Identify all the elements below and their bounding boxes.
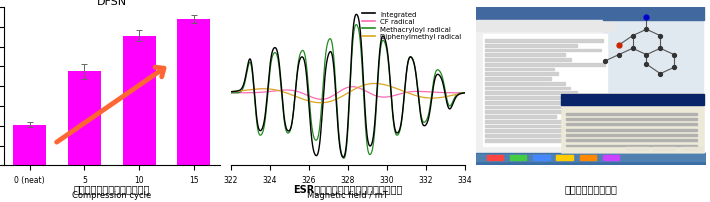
- Bar: [485, 68, 604, 71]
- Text: ESRにより発生するラジカル種の推定: ESRにより発生するラジカル種の推定: [293, 183, 403, 193]
- Bar: [485, 45, 584, 47]
- Bar: [485, 54, 602, 57]
- Bar: [561, 95, 704, 106]
- Bar: [476, 153, 706, 166]
- Bar: [566, 119, 697, 120]
- Bar: [566, 134, 697, 136]
- Bar: [653, 147, 677, 152]
- Bar: [485, 82, 554, 85]
- Text: 計算化学による評価: 計算化学による評価: [564, 183, 618, 193]
- Bar: [557, 155, 573, 160]
- Bar: [485, 87, 579, 90]
- Bar: [566, 145, 697, 147]
- Bar: [485, 49, 555, 52]
- Bar: [566, 124, 697, 126]
- Bar: [123, 37, 155, 202]
- Bar: [476, 21, 614, 32]
- Bar: [626, 147, 649, 152]
- Bar: [566, 113, 697, 115]
- Bar: [681, 147, 704, 152]
- Bar: [485, 120, 571, 123]
- Bar: [485, 125, 574, 128]
- Bar: [485, 116, 577, 118]
- X-axis label: Magnetic field / mT: Magnetic field / mT: [307, 190, 388, 199]
- Bar: [178, 20, 210, 202]
- Bar: [485, 64, 598, 66]
- Bar: [485, 59, 577, 62]
- Bar: [579, 155, 596, 160]
- Bar: [476, 8, 614, 21]
- Bar: [485, 111, 574, 114]
- Bar: [68, 72, 101, 202]
- Bar: [485, 40, 604, 43]
- Bar: [485, 101, 557, 104]
- Bar: [485, 78, 579, 81]
- Bar: [485, 73, 577, 76]
- Bar: [485, 106, 581, 109]
- Bar: [487, 155, 503, 160]
- X-axis label: Compression cycle: Compression cycle: [72, 190, 151, 199]
- Legend: Integrated, CF radical, Methacryloyl radical, Diphenylmethyl radical: Integrated, CF radical, Methacryloyl rad…: [362, 12, 462, 40]
- Bar: [566, 140, 697, 141]
- Bar: [485, 135, 579, 137]
- Title: DFSN: DFSN: [97, 0, 127, 7]
- Bar: [533, 155, 550, 160]
- Bar: [13, 125, 46, 202]
- Bar: [485, 130, 559, 133]
- Bar: [603, 8, 704, 95]
- Bar: [561, 93, 704, 153]
- Bar: [476, 8, 614, 153]
- Bar: [603, 155, 619, 160]
- Bar: [483, 35, 607, 147]
- Bar: [485, 97, 576, 99]
- Bar: [566, 129, 697, 131]
- Bar: [510, 155, 527, 160]
- Bar: [485, 92, 582, 95]
- Bar: [603, 8, 704, 21]
- Text: 圧縮するごとに弾性率が増加: 圧縮するごとに弾性率が増加: [74, 183, 150, 193]
- Bar: [485, 139, 588, 142]
- Bar: [476, 155, 706, 161]
